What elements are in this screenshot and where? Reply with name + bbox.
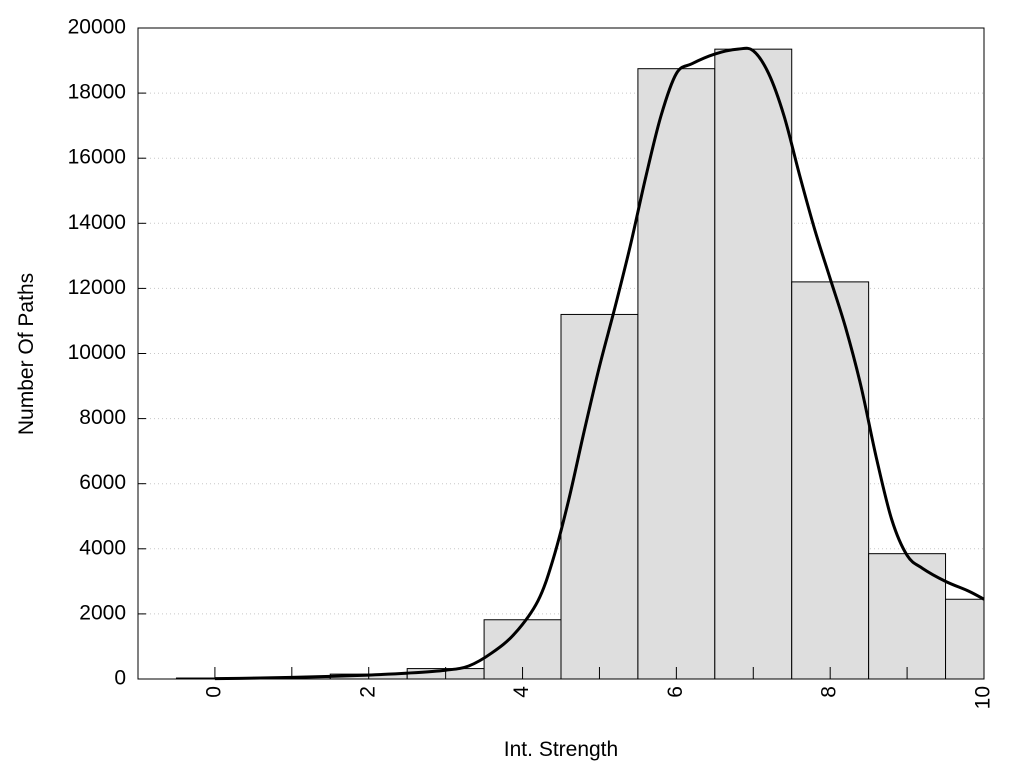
density-curve	[214, 46, 985, 681]
y-tick-label: 10000	[68, 341, 126, 364]
y-tick-label: 2000	[79, 601, 126, 624]
y-tick-label: 18000	[68, 81, 126, 104]
x-tick-label: 2	[356, 686, 379, 698]
x-axis-ticks: 0 2 4 6 8 10	[202, 667, 995, 709]
x-tick-label: 8	[818, 686, 841, 698]
x-tick-label: 6	[664, 686, 687, 698]
density-curve-line	[214, 46, 985, 681]
y-tick-label: 14000	[68, 211, 126, 234]
y-tick-label: 6000	[79, 471, 126, 494]
bar	[791, 281, 870, 680]
bar	[868, 553, 947, 680]
bar	[945, 598, 985, 680]
bar	[560, 313, 639, 680]
bars	[175, 48, 985, 680]
y-tick-label: 20000	[68, 16, 126, 39]
y-axis-title: Number Of Paths	[15, 273, 38, 435]
y-axis-ticks: 0 2000 4000 6000 8000 10000 12000 14000 16000 180…	[68, 16, 146, 690]
bar	[714, 48, 793, 680]
y-tick-label: 0	[114, 667, 126, 690]
x-tick-label: 0	[202, 686, 225, 698]
y-tick-label: 12000	[68, 276, 126, 299]
y-tick-label: 16000	[68, 146, 126, 169]
bar	[637, 68, 716, 680]
x-tick-label: 10	[972, 686, 995, 709]
y-tick-label: 4000	[79, 536, 126, 559]
x-tick-label: 4	[510, 686, 533, 698]
x-axis-title: Int. Strength	[504, 738, 618, 761]
y-tick-label: 8000	[79, 406, 126, 429]
